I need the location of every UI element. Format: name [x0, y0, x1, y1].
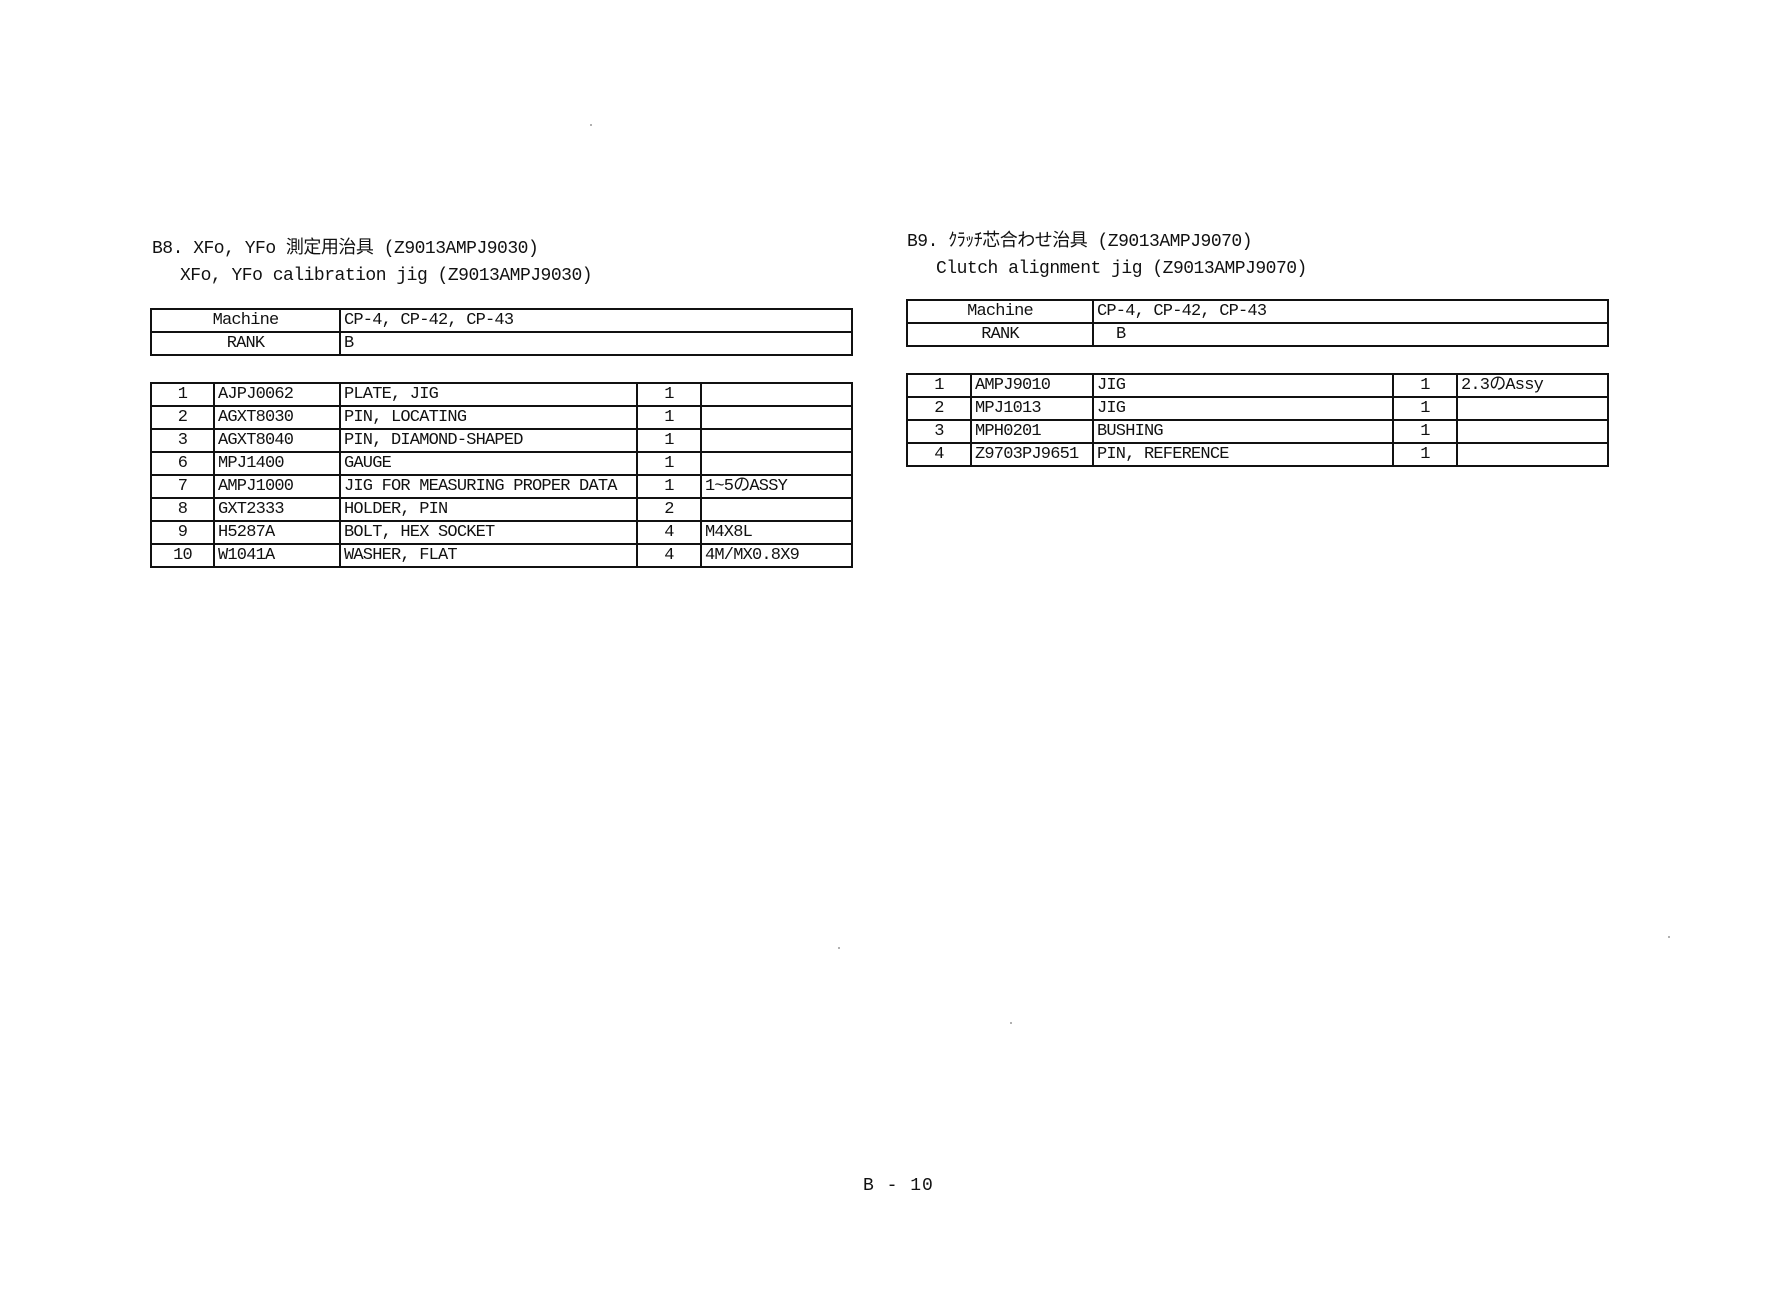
rank-value: B: [1092, 322, 1609, 347]
table-row: 2 MPJ1013 JIG 1: [906, 396, 1609, 421]
table-row: 1 AMPJ9010 JIG 1 2.3のAssy: [906, 373, 1609, 398]
b9-parts-table: 1 AMPJ9010 JIG 1 2.3のAssy 2 MPJ1013 JIG 1 3 MPH020…: [906, 373, 1609, 467]
info-row-machine: Machine CP-4, CP-42, CP-43: [906, 299, 1609, 324]
part-name: PIN, LOCATING: [339, 405, 638, 430]
scan-speck: [590, 124, 592, 126]
rank-label: RANK: [906, 322, 1094, 347]
quantity: 1: [636, 382, 702, 407]
table-row: 9 H5287A BOLT, HEX SOCKET 4 M4X8L: [150, 520, 853, 545]
quantity: 1: [1392, 373, 1458, 398]
note: [1456, 442, 1609, 467]
part-name: JIG FOR MEASURING PROPER DATA: [339, 474, 638, 499]
note: [1456, 419, 1609, 444]
part-code: AMPJ9010: [970, 373, 1094, 398]
item-number: 1: [906, 373, 972, 398]
machine-label: Machine: [150, 308, 341, 333]
item-number: 4: [906, 442, 972, 467]
item-number: 9: [150, 520, 215, 545]
part-name: HOLDER, PIN: [339, 497, 638, 522]
note: M4X8L: [700, 520, 853, 545]
table-row: 3 MPH0201 BUSHING 1: [906, 419, 1609, 444]
part-name: JIG: [1092, 373, 1394, 398]
b9-info-table: Machine CP-4, CP-42, CP-43 RANK B: [906, 299, 1609, 347]
table-row: 6 MPJ1400 GAUGE 1: [150, 451, 853, 476]
quantity: 2: [636, 497, 702, 522]
part-code: Z9703PJ9651: [970, 442, 1094, 467]
part-code: H5287A: [213, 520, 341, 545]
part-code: GXT2333: [213, 497, 341, 522]
item-number: 8: [150, 497, 215, 522]
quantity: 4: [636, 543, 702, 568]
part-code: MPH0201: [970, 419, 1094, 444]
rank-value: B: [339, 331, 853, 356]
table-row: 8 GXT2333 HOLDER, PIN 2: [150, 497, 853, 522]
table-row: 4 Z9703PJ9651 PIN, REFERENCE 1: [906, 442, 1609, 467]
note: [700, 405, 853, 430]
b8-info-table: Machine CP-4, CP-42, CP-43 RANK B: [150, 308, 853, 356]
item-number: 2: [150, 405, 215, 430]
b8-title-en: XFo, YFo calibration jig (Z9013AMPJ9030): [180, 266, 593, 286]
part-name: GAUGE: [339, 451, 638, 476]
note: 4M/MX0.8X9: [700, 543, 853, 568]
note: 1~5のASSY: [700, 474, 853, 499]
part-name: WASHER, FLAT: [339, 543, 638, 568]
part-code: AJPJ0062: [213, 382, 341, 407]
info-row-machine: Machine CP-4, CP-42, CP-43: [150, 308, 853, 333]
table-row: 2 AGXT8030 PIN, LOCATING 1: [150, 405, 853, 430]
scan-speck: [838, 947, 840, 949]
note: 2.3のAssy: [1456, 373, 1609, 398]
item-number: 6: [150, 451, 215, 476]
b9-title-ja: B9. ｸﾗｯﾁ芯合わせ治具 (Z9013AMPJ9070): [907, 232, 1253, 252]
note: [700, 382, 853, 407]
item-number: 10: [150, 543, 215, 568]
b9-title-en: Clutch alignment jig (Z9013AMPJ9070): [936, 259, 1307, 279]
part-code: MPJ1013: [970, 396, 1094, 421]
part-name: PIN, DIAMOND-SHAPED: [339, 428, 638, 453]
part-code: AMPJ1000: [213, 474, 341, 499]
b8-parts-table: 1 AJPJ0062 PLATE, JIG 1 2 AGXT8030 PIN, LOCATI…: [150, 382, 853, 568]
scan-speck: [1010, 1022, 1012, 1024]
quantity: 1: [636, 474, 702, 499]
note: [1456, 396, 1609, 421]
table-row: 7 AMPJ1000 JIG FOR MEASURING PROPER DATA 1 1…: [150, 474, 853, 499]
note: [700, 497, 853, 522]
b8-title-ja: B8. XFo, YFo 測定用治具 (Z9013AMPJ9030): [152, 239, 539, 259]
item-number: 3: [906, 419, 972, 444]
quantity: 1: [1392, 396, 1458, 421]
item-number: 3: [150, 428, 215, 453]
quantity: 1: [636, 428, 702, 453]
table-row: 3 AGXT8040 PIN, DIAMOND-SHAPED 1: [150, 428, 853, 453]
item-number: 1: [150, 382, 215, 407]
item-number: 7: [150, 474, 215, 499]
rank-label: RANK: [150, 331, 341, 356]
note: [700, 428, 853, 453]
part-code: AGXT8040: [213, 428, 341, 453]
part-name: PIN, REFERENCE: [1092, 442, 1394, 467]
part-code: MPJ1400: [213, 451, 341, 476]
note: [700, 451, 853, 476]
table-row: 1 AJPJ0062 PLATE, JIG 1: [150, 382, 853, 407]
page-number: B - 10: [863, 1176, 934, 1196]
quantity: 4: [636, 520, 702, 545]
part-code: W1041A: [213, 543, 341, 568]
item-number: 2: [906, 396, 972, 421]
part-name: BUSHING: [1092, 419, 1394, 444]
machine-label: Machine: [906, 299, 1094, 324]
part-name: PLATE, JIG: [339, 382, 638, 407]
scan-speck: [1668, 936, 1670, 938]
quantity: 1: [636, 405, 702, 430]
info-row-rank: RANK B: [150, 331, 853, 356]
table-row: 10 W1041A WASHER, FLAT 4 4M/MX0.8X9: [150, 543, 853, 568]
quantity: 1: [636, 451, 702, 476]
quantity: 1: [1392, 419, 1458, 444]
part-name: JIG: [1092, 396, 1394, 421]
machine-value: CP-4, CP-42, CP-43: [1092, 299, 1609, 324]
machine-value: CP-4, CP-42, CP-43: [339, 308, 853, 333]
quantity: 1: [1392, 442, 1458, 467]
part-code: AGXT8030: [213, 405, 341, 430]
info-row-rank: RANK B: [906, 322, 1609, 347]
part-name: BOLT, HEX SOCKET: [339, 520, 638, 545]
